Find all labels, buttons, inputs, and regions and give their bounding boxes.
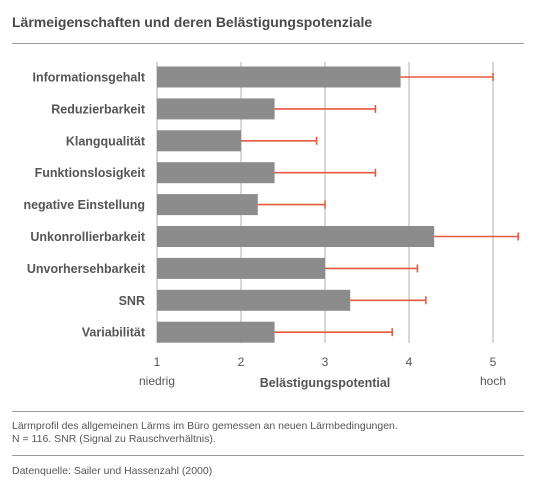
bar xyxy=(157,162,275,184)
x-axis-low-label: niedrig xyxy=(139,374,175,388)
category-label: Klangqualität xyxy=(66,134,146,148)
bar xyxy=(157,130,241,152)
bar-chart: Informationsgehalt Reduzierbarkeit Klangqu… xyxy=(23,62,520,390)
bar xyxy=(157,98,275,120)
x-axis-high-label: hoch xyxy=(480,374,506,388)
chart-title: Lärmeigenschaften und deren Belästigungs… xyxy=(12,14,373,30)
category-label: SNR xyxy=(119,294,145,308)
x-tick-label: 4 xyxy=(406,355,413,369)
category-label: Unkonrollierbarkeit xyxy=(30,230,145,244)
bar xyxy=(157,289,351,311)
source-divider xyxy=(12,455,524,456)
x-tick-label: 1 xyxy=(154,355,161,369)
x-tick-label: 2 xyxy=(238,355,245,369)
bar xyxy=(157,194,258,216)
bar xyxy=(157,226,435,247)
title-divider xyxy=(12,43,524,44)
bar xyxy=(157,321,275,343)
bar xyxy=(157,257,325,279)
bar xyxy=(157,66,401,88)
x-tick-label: 3 xyxy=(322,355,329,369)
category-label: Funktionslosigkeit xyxy=(35,166,146,180)
category-label: Informationsgehalt xyxy=(32,71,145,85)
category-label: Reduzierbarkeit xyxy=(51,102,146,116)
caption-line-1: Lärmprofil des allgemeinen Lärms im Büro… xyxy=(12,420,398,432)
x-tick-label: 5 xyxy=(490,355,497,369)
x-axis-title: Belästigungspotential xyxy=(260,376,391,390)
category-label: Unvorhersehbarkeit xyxy=(27,262,146,276)
source-note: Datenquelle: Sailer und Hassenzahl (2000… xyxy=(12,465,213,477)
category-label: Variabilität xyxy=(82,326,146,340)
category-label: negative Einstellung xyxy=(23,198,145,212)
caption-line-2: N = 116. SNR (Signal zu Rauschverhältnis… xyxy=(12,433,216,445)
caption-divider xyxy=(12,411,524,412)
